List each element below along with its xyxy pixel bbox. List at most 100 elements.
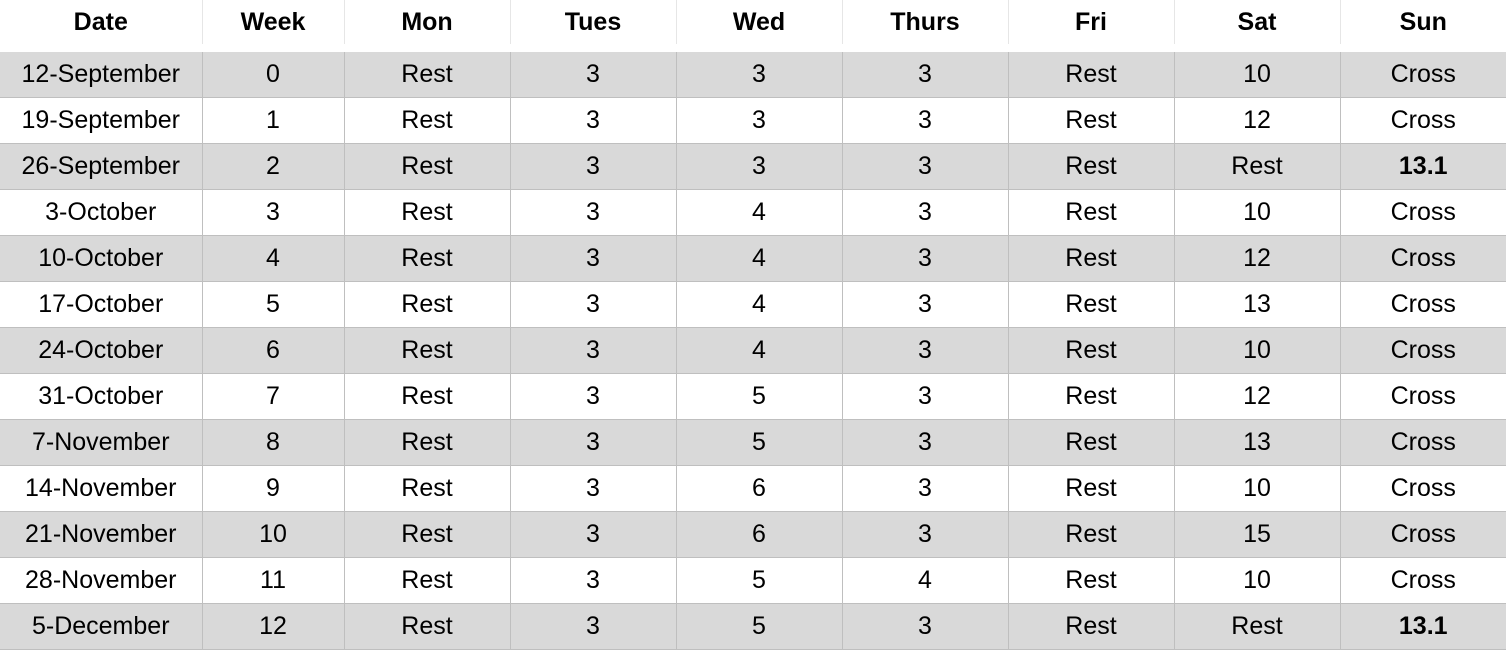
cell-mon: Rest <box>344 419 511 466</box>
cell-date: 7-November <box>0 419 203 466</box>
cell-sat: 15 <box>1174 511 1341 558</box>
cell-fri: Rest <box>1008 97 1175 144</box>
cell-sun: Cross <box>1340 44 1506 98</box>
cell-week: 3 <box>202 189 345 236</box>
column-header-wed: Wed <box>676 0 843 50</box>
cell-thurs: 3 <box>842 97 1009 144</box>
cell-wed: 6 <box>676 511 843 558</box>
cell-mon: Rest <box>344 235 511 282</box>
cell-thurs: 3 <box>842 511 1009 558</box>
column-header-sun: Sun <box>1340 0 1506 50</box>
cell-sun: Cross <box>1340 97 1506 144</box>
cell-week: 4 <box>202 235 345 282</box>
column-header-week: Week <box>202 0 345 50</box>
cell-wed: 3 <box>676 44 843 98</box>
cell-thurs: 4 <box>842 557 1009 604</box>
table-body: 12-September 0 Rest 3 3 3 Rest 10 Cross 19-Septem… <box>0 44 1506 650</box>
cell-date: 21-November <box>0 511 203 558</box>
column-header-fri: Fri <box>1008 0 1175 50</box>
cell-tues: 3 <box>510 235 677 282</box>
cell-fri: Rest <box>1008 44 1175 98</box>
table-row: 3-October 3 Rest 3 4 3 Rest 10 Cross <box>0 189 1506 236</box>
cell-week: 10 <box>202 511 345 558</box>
cell-date: 14-November <box>0 465 203 512</box>
cell-fri: Rest <box>1008 281 1175 328</box>
cell-wed: 4 <box>676 189 843 236</box>
cell-thurs: 3 <box>842 419 1009 466</box>
cell-week: 0 <box>202 44 345 98</box>
cell-mon: Rest <box>344 465 511 512</box>
cell-mon: Rest <box>344 511 511 558</box>
table-row: 28-November 11 Rest 3 5 4 Rest 10 Cross <box>0 557 1506 604</box>
cell-tues: 3 <box>510 44 677 98</box>
table-row: 24-October 6 Rest 3 4 3 Rest 10 Cross <box>0 327 1506 374</box>
cell-thurs: 3 <box>842 143 1009 190</box>
cell-mon: Rest <box>344 97 511 144</box>
cell-tues: 3 <box>510 327 677 374</box>
cell-mon: Rest <box>344 189 511 236</box>
cell-fri: Rest <box>1008 189 1175 236</box>
cell-sat: Rest <box>1174 143 1341 190</box>
cell-thurs: 3 <box>842 465 1009 512</box>
cell-date: 31-October <box>0 373 203 420</box>
cell-thurs: 3 <box>842 44 1009 98</box>
cell-week: 2 <box>202 143 345 190</box>
table-row: 21-November 10 Rest 3 6 3 Rest 15 Cross <box>0 511 1506 558</box>
cell-date: 24-October <box>0 327 203 374</box>
table-row: 19-September 1 Rest 3 3 3 Rest 12 Cross <box>0 97 1506 144</box>
cell-fri: Rest <box>1008 465 1175 512</box>
cell-date: 10-October <box>0 235 203 282</box>
cell-sat: 13 <box>1174 419 1341 466</box>
cell-fri: Rest <box>1008 327 1175 374</box>
cell-mon: Rest <box>344 143 511 190</box>
cell-sun: Cross <box>1340 281 1506 328</box>
cell-sun: 13.1 <box>1340 603 1506 650</box>
cell-wed: 6 <box>676 465 843 512</box>
cell-date: 5-December <box>0 603 203 650</box>
cell-mon: Rest <box>344 373 511 420</box>
cell-sat: 13 <box>1174 281 1341 328</box>
table-row: 26-September 2 Rest 3 3 3 Rest Rest 13.1 <box>0 143 1506 190</box>
column-header-thurs: Thurs <box>842 0 1009 50</box>
cell-wed: 3 <box>676 143 843 190</box>
cell-sun: Cross <box>1340 327 1506 374</box>
cell-tues: 3 <box>510 419 677 466</box>
cell-thurs: 3 <box>842 235 1009 282</box>
cell-sat: 10 <box>1174 465 1341 512</box>
table-row: 7-November 8 Rest 3 5 3 Rest 13 Cross <box>0 419 1506 466</box>
cell-tues: 3 <box>510 97 677 144</box>
cell-date: 19-September <box>0 97 203 144</box>
cell-sat: 10 <box>1174 189 1341 236</box>
cell-sat: 12 <box>1174 97 1341 144</box>
column-header-sat: Sat <box>1174 0 1341 50</box>
cell-tues: 3 <box>510 511 677 558</box>
column-header-mon: Mon <box>344 0 511 50</box>
cell-fri: Rest <box>1008 373 1175 420</box>
cell-date: 12-September <box>0 44 203 98</box>
cell-sun: Cross <box>1340 511 1506 558</box>
cell-week: 11 <box>202 557 345 604</box>
cell-mon: Rest <box>344 327 511 374</box>
cell-wed: 3 <box>676 97 843 144</box>
cell-thurs: 3 <box>842 603 1009 650</box>
cell-fri: Rest <box>1008 603 1175 650</box>
table-row: 17-October 5 Rest 3 4 3 Rest 13 Cross <box>0 281 1506 328</box>
cell-week: 12 <box>202 603 345 650</box>
cell-week: 8 <box>202 419 345 466</box>
cell-sun: Cross <box>1340 557 1506 604</box>
cell-fri: Rest <box>1008 235 1175 282</box>
cell-tues: 3 <box>510 465 677 512</box>
cell-tues: 3 <box>510 373 677 420</box>
cell-sat: 10 <box>1174 557 1341 604</box>
cell-date: 3-October <box>0 189 203 236</box>
cell-date: 28-November <box>0 557 203 604</box>
cell-week: 6 <box>202 327 345 374</box>
cell-week: 9 <box>202 465 345 512</box>
cell-fri: Rest <box>1008 511 1175 558</box>
cell-sun: Cross <box>1340 419 1506 466</box>
cell-week: 1 <box>202 97 345 144</box>
cell-fri: Rest <box>1008 143 1175 190</box>
cell-sun: Cross <box>1340 189 1506 236</box>
cell-sat: 10 <box>1174 327 1341 374</box>
